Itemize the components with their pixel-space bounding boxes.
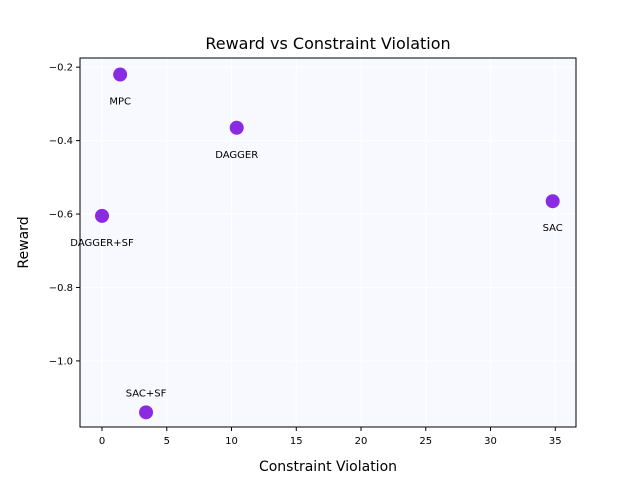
x-tick-label: 30 [484,436,497,447]
chart-title: Reward vs Constraint Violation [205,34,450,53]
x-tick-label: 20 [355,436,368,447]
y-tick-label: −0.2 [49,63,73,74]
y-tick-label: −0.6 [49,210,73,221]
x-tick-label: 0 [99,436,105,447]
data-point [139,405,154,420]
point-label: DAGGER [215,150,258,161]
data-points: MPC DAGGER DAGGER+SF SAC SAC+SF [70,67,563,420]
data-point [229,120,244,135]
y-tick-label: −0.4 [49,136,73,147]
axis-ticks: 0 5 10 15 20 25 30 35 −1.0 −0.8 −0.6 −0.4 −0.2 [49,63,562,447]
y-tick-label: −0.8 [49,283,73,294]
data-point [95,208,110,223]
x-axis-label: Constraint Violation [259,459,397,475]
data-point [113,67,128,82]
plot-frame [79,57,577,428]
x-tick-label: 5 [164,436,170,447]
point-label: DAGGER+SF [70,238,134,249]
plot-area [80,58,576,427]
y-axis-label: Reward [16,216,32,268]
grid-lines [80,58,576,427]
x-tick-label: 10 [225,436,238,447]
x-tick-label: 25 [419,436,432,447]
x-tick-label: 15 [290,436,303,447]
data-point [545,194,560,209]
point-label: SAC+SF [126,388,167,399]
point-label: SAC [543,223,563,234]
x-tick-label: 35 [549,436,562,447]
point-label: MPC [109,97,131,108]
y-tick-label: −1.0 [49,356,73,367]
